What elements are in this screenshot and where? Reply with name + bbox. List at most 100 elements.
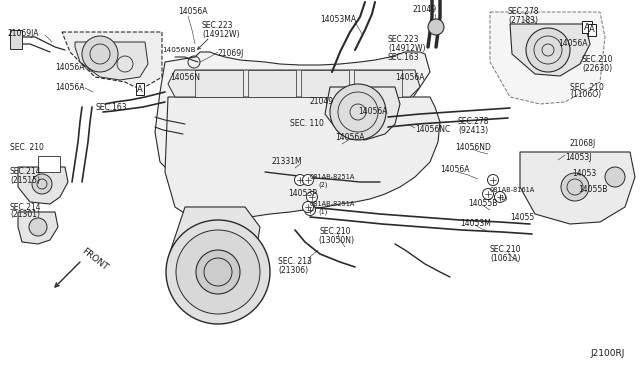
- Text: 14055B: 14055B: [578, 186, 607, 195]
- Text: A: A: [589, 26, 595, 35]
- Text: (13050N): (13050N): [318, 235, 354, 244]
- Text: 21331M: 21331M: [272, 157, 303, 167]
- Text: (21515): (21515): [10, 176, 40, 185]
- Circle shape: [428, 19, 444, 35]
- Text: A: A: [137, 84, 143, 93]
- Circle shape: [495, 192, 506, 202]
- Polygon shape: [165, 97, 440, 220]
- Text: 14056A: 14056A: [335, 132, 365, 141]
- Text: SEC. 210: SEC. 210: [570, 83, 604, 92]
- Text: 14056A: 14056A: [55, 62, 84, 71]
- Circle shape: [483, 189, 493, 199]
- Text: SEC.163: SEC.163: [95, 103, 127, 112]
- Circle shape: [561, 173, 589, 201]
- Circle shape: [294, 174, 305, 186]
- Circle shape: [605, 167, 625, 187]
- Text: SEC.278: SEC.278: [458, 118, 490, 126]
- Polygon shape: [10, 30, 22, 49]
- Text: SEC.163: SEC.163: [388, 54, 420, 62]
- Circle shape: [488, 174, 499, 186]
- Text: 21069JA: 21069JA: [8, 29, 40, 38]
- Circle shape: [166, 220, 270, 324]
- Text: A: A: [584, 22, 590, 32]
- Text: (1): (1): [498, 195, 508, 201]
- Polygon shape: [38, 156, 60, 172]
- Polygon shape: [354, 70, 402, 97]
- Text: (1061A): (1061A): [490, 253, 520, 263]
- Text: 21049: 21049: [310, 97, 334, 106]
- Text: (14912W): (14912W): [202, 29, 239, 38]
- Text: (92413): (92413): [458, 125, 488, 135]
- Polygon shape: [510, 24, 590, 76]
- Text: SEC. 110: SEC. 110: [290, 119, 324, 128]
- Polygon shape: [325, 87, 400, 140]
- Text: 14056NC: 14056NC: [415, 125, 451, 135]
- Text: SEC.214: SEC.214: [10, 202, 42, 212]
- Text: 21068J: 21068J: [570, 140, 596, 148]
- Polygon shape: [18, 167, 68, 204]
- Text: (21301): (21301): [10, 211, 40, 219]
- Polygon shape: [62, 32, 162, 87]
- Text: 081AB-8251A: 081AB-8251A: [310, 174, 355, 180]
- Circle shape: [82, 36, 118, 72]
- Polygon shape: [18, 212, 58, 244]
- Text: 14056A: 14056A: [55, 83, 84, 92]
- Text: J2100RJ: J2100RJ: [590, 350, 625, 359]
- Text: 14053: 14053: [572, 170, 596, 179]
- Text: 21049: 21049: [413, 6, 437, 15]
- Polygon shape: [170, 207, 260, 287]
- Text: 14056NB: 14056NB: [162, 47, 196, 53]
- Text: FRONT: FRONT: [80, 246, 109, 272]
- Text: (2): (2): [318, 182, 328, 188]
- Text: 14056A: 14056A: [178, 7, 207, 16]
- Text: 14053P: 14053P: [288, 189, 317, 199]
- Text: 14053J: 14053J: [565, 153, 591, 161]
- Circle shape: [526, 28, 570, 72]
- Circle shape: [176, 230, 260, 314]
- Circle shape: [303, 174, 314, 186]
- Text: (1): (1): [318, 209, 328, 215]
- Text: 14053M: 14053M: [460, 219, 491, 228]
- Circle shape: [303, 202, 314, 212]
- Text: 14056A: 14056A: [440, 166, 470, 174]
- Text: SEC.278: SEC.278: [508, 7, 540, 16]
- Text: 14056N: 14056N: [170, 73, 200, 81]
- Text: 14056A: 14056A: [395, 73, 424, 81]
- Text: SEC. 213: SEC. 213: [278, 257, 312, 266]
- Circle shape: [29, 218, 47, 236]
- Polygon shape: [168, 70, 420, 97]
- Text: (27183): (27183): [508, 16, 538, 25]
- Polygon shape: [248, 70, 296, 97]
- Text: 14056A: 14056A: [558, 39, 588, 48]
- Polygon shape: [520, 152, 635, 224]
- Text: 081AB-8251A: 081AB-8251A: [310, 201, 355, 207]
- Polygon shape: [195, 70, 243, 97]
- Circle shape: [330, 84, 386, 140]
- Circle shape: [196, 250, 240, 294]
- Text: SEC.210: SEC.210: [582, 55, 614, 64]
- Text: 14056ND: 14056ND: [455, 142, 491, 151]
- Text: SEC.214: SEC.214: [10, 167, 42, 176]
- Text: (1106O): (1106O): [570, 90, 601, 99]
- Text: 21069J: 21069J: [218, 49, 244, 58]
- Polygon shape: [75, 42, 148, 80]
- Polygon shape: [490, 12, 605, 104]
- Text: SEC.223: SEC.223: [388, 35, 419, 45]
- Text: (21306): (21306): [278, 266, 308, 275]
- Text: 14053MA: 14053MA: [320, 16, 356, 25]
- Text: 081AB-8161A: 081AB-8161A: [490, 187, 535, 193]
- Text: (14912W): (14912W): [388, 45, 426, 54]
- Text: 14055B: 14055B: [468, 199, 497, 208]
- Circle shape: [305, 205, 316, 215]
- Text: SEC.223: SEC.223: [202, 20, 234, 29]
- Text: SEC.210: SEC.210: [320, 228, 351, 237]
- Polygon shape: [301, 70, 349, 97]
- Text: (22630): (22630): [582, 64, 612, 74]
- Text: SEC. 210: SEC. 210: [10, 142, 44, 151]
- Circle shape: [32, 174, 52, 194]
- Text: 14055: 14055: [510, 212, 534, 221]
- Text: 14056A: 14056A: [358, 108, 387, 116]
- Circle shape: [307, 192, 317, 202]
- Text: SEC.210: SEC.210: [490, 246, 522, 254]
- Polygon shape: [155, 52, 430, 179]
